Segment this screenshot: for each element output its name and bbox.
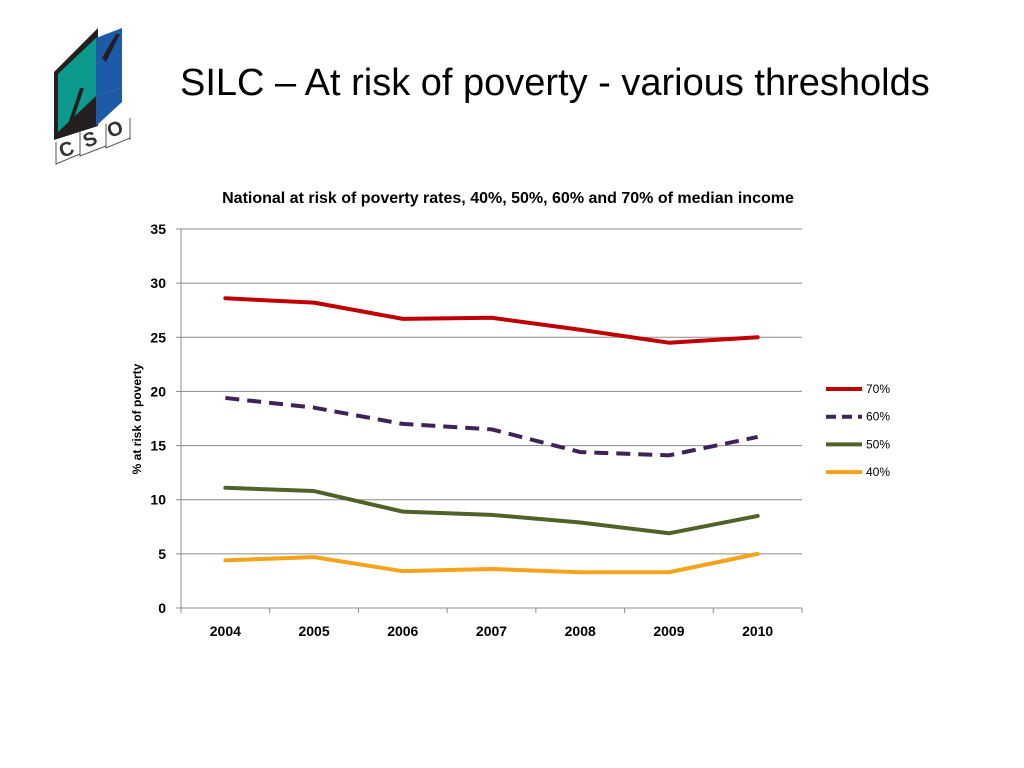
y-axis-ticks: 0 5 10 15 20 25 30 35: [150, 221, 181, 616]
chart-axes: [180, 229, 802, 609]
y-tick-label: 35: [150, 221, 166, 237]
y-axis-label: % at risk of poverty: [130, 363, 144, 474]
legend-label: 50%: [866, 437, 890, 451]
y-tick-label: 5: [158, 546, 166, 562]
x-tick-label: 2005: [298, 623, 329, 639]
y-tick-label: 30: [150, 275, 166, 291]
y-tick-label: 25: [150, 329, 166, 345]
slide-title: SILC – At risk of poverty - various thre…: [180, 62, 930, 104]
chart-series: [223, 296, 760, 575]
y-tick-label: 0: [158, 600, 166, 616]
y-tick-label: 20: [150, 383, 166, 399]
series-line-40pct: [223, 551, 760, 575]
chart-gridlines: [181, 228, 802, 555]
y-tick-label: 15: [150, 438, 166, 454]
x-tick-label: 2006: [387, 623, 418, 639]
chart-title: National at risk of poverty rates, 40%, …: [222, 190, 794, 207]
legend-label: 70%: [866, 382, 890, 396]
series-line-50pct: [223, 485, 760, 536]
legend-label: 40%: [866, 465, 890, 479]
x-tick-label: 2007: [476, 623, 507, 639]
chart-legend: 70% 60% 50% 40%: [826, 382, 890, 479]
x-tick-label: 2009: [653, 623, 684, 639]
svg-text:O: O: [104, 117, 126, 143]
y-tick-label: 10: [150, 492, 166, 508]
series-line-70pct: [223, 296, 760, 345]
svg-text:C: C: [56, 137, 77, 163]
cso-logo: C S O: [54, 28, 131, 165]
series-line-60pct: [225, 395, 759, 458]
x-tick-label: 2008: [565, 623, 596, 639]
x-axis-ticks: 2004 2005 2006 2007 2008 2009 2010: [180, 608, 803, 639]
legend-label: 60%: [866, 410, 890, 424]
x-tick-label: 2010: [742, 623, 773, 639]
x-tick-label: 2004: [210, 623, 241, 639]
